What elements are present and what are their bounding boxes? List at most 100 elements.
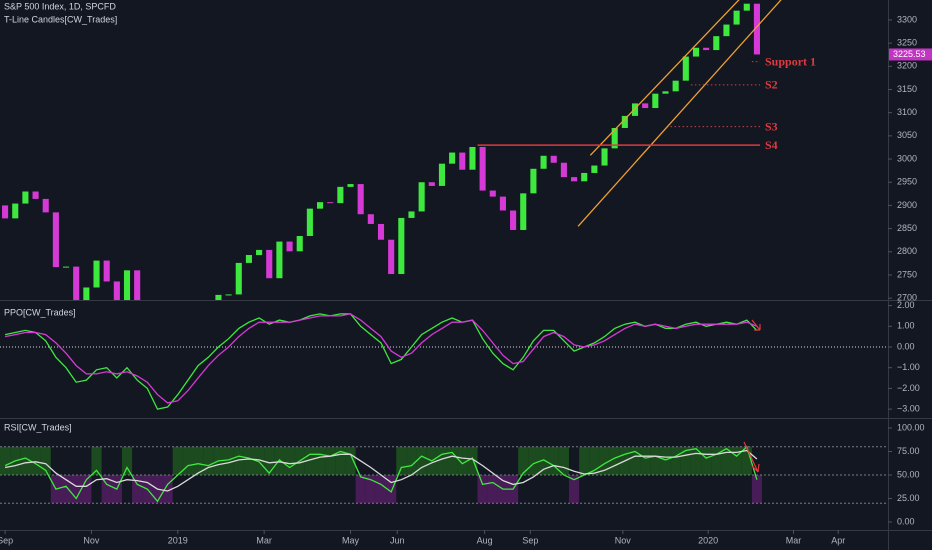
rsi-band xyxy=(30,446,41,475)
candle xyxy=(642,103,649,109)
rsi-pane xyxy=(0,445,888,504)
rsi-band xyxy=(518,446,529,475)
rsi-band xyxy=(487,474,498,504)
indicator-line xyxy=(4,445,758,503)
candle xyxy=(591,165,598,173)
y-tick-label: 3300 xyxy=(897,14,917,24)
y-tick-label: −1.00 xyxy=(897,362,920,372)
candle xyxy=(32,191,39,199)
candle xyxy=(215,294,222,300)
rsi-band xyxy=(568,474,580,504)
y-tick-label: 2950 xyxy=(897,177,917,187)
last-price-box xyxy=(889,48,932,61)
candle xyxy=(723,24,730,37)
x-tick-label: Sep xyxy=(522,535,538,545)
rsi-band xyxy=(548,446,559,475)
candle xyxy=(134,270,141,300)
rsi-band xyxy=(162,474,173,504)
rsi-band xyxy=(436,446,448,475)
rsi-band xyxy=(599,446,610,475)
rsi-band xyxy=(243,446,255,475)
rsi-band xyxy=(477,474,488,504)
support-label: S4 xyxy=(765,138,778,152)
candle xyxy=(12,203,19,219)
y-tick-label: 0.00 xyxy=(897,516,915,526)
candle xyxy=(245,255,252,263)
candle xyxy=(276,241,283,279)
y-tick-label: 2700 xyxy=(897,293,917,303)
candle xyxy=(22,191,29,204)
last-price-label: 3225.53 xyxy=(893,49,926,59)
rsi-band xyxy=(457,446,468,475)
y-tick-label: 2900 xyxy=(897,200,917,210)
rsi-band xyxy=(396,446,407,475)
candle xyxy=(753,3,760,55)
rsi-band xyxy=(60,474,72,504)
rsi-band xyxy=(386,474,397,504)
x-tick-label: Nov xyxy=(615,535,632,545)
axes: 2700 2750 2800 2850 2900 2950 3000 3050 3100 3150… xyxy=(0,14,932,545)
channel-line xyxy=(577,0,782,227)
candle xyxy=(560,162,567,178)
candle xyxy=(520,193,527,230)
rsi-band xyxy=(447,446,458,475)
candle xyxy=(510,210,517,230)
rsi-band xyxy=(690,446,702,475)
candle xyxy=(743,3,750,11)
candle xyxy=(377,223,385,240)
candle xyxy=(398,217,405,275)
candle xyxy=(530,168,537,194)
candle xyxy=(73,266,80,300)
rsi-band xyxy=(203,446,214,475)
rsi-band xyxy=(365,474,376,504)
rsi-band xyxy=(375,474,387,504)
rsi-band xyxy=(406,446,417,475)
rsi-band xyxy=(558,446,569,475)
x-tick-label: Aug xyxy=(477,535,493,545)
rsi-band xyxy=(193,446,204,475)
rsi-band xyxy=(660,446,671,475)
ppo-pane xyxy=(0,313,888,410)
y-tick-label: −2.00 xyxy=(897,383,920,393)
candle xyxy=(93,260,100,288)
x-tick-label: Jun xyxy=(390,535,405,545)
rsi-band xyxy=(254,446,265,475)
support-label: S3 xyxy=(765,119,778,133)
candle xyxy=(327,202,334,204)
x-tick-label: 2020 xyxy=(698,535,718,545)
candle xyxy=(2,205,9,219)
candle xyxy=(408,211,415,218)
candle xyxy=(42,198,49,213)
rsi-band xyxy=(40,446,51,475)
rsi-band xyxy=(264,446,275,475)
rsi-band xyxy=(81,474,92,504)
rsi-band xyxy=(640,446,651,475)
rsi-band xyxy=(121,446,133,475)
rsi-band xyxy=(538,446,549,475)
indicator-line xyxy=(4,313,758,410)
ppo-title: PPO[CW_Trades] xyxy=(4,307,76,317)
candle xyxy=(581,172,588,182)
candle xyxy=(469,146,476,170)
candle xyxy=(550,155,557,163)
support-label: Support 1 xyxy=(765,54,816,68)
price-pane xyxy=(2,0,782,300)
channel-line xyxy=(589,0,740,156)
x-tick-label: Mar xyxy=(256,535,272,545)
rsi-band xyxy=(650,446,661,475)
rsi-band xyxy=(629,446,641,475)
y-tick-label: 3050 xyxy=(897,130,917,140)
chart-title: S&P 500 Index, 1D, SPCFD xyxy=(4,1,116,11)
candle xyxy=(388,239,395,275)
rsi-band xyxy=(20,446,31,475)
rsi-band xyxy=(680,446,691,475)
y-tick-label: 3250 xyxy=(897,37,917,47)
x-tick-label: Nov xyxy=(83,535,100,545)
candle xyxy=(499,196,506,211)
candle xyxy=(459,152,466,170)
candle xyxy=(662,91,669,94)
x-tick-label: Mar xyxy=(786,535,802,545)
rsi-band xyxy=(731,446,742,475)
y-tick-label: 0.00 xyxy=(897,341,915,351)
